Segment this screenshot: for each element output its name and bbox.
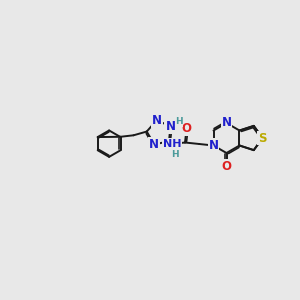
Text: N: N [149, 138, 159, 151]
Text: O: O [182, 122, 191, 136]
Text: H: H [171, 150, 179, 159]
Text: N: N [208, 139, 218, 152]
Text: N: N [165, 120, 176, 133]
Text: H: H [175, 117, 183, 126]
Text: N: N [221, 116, 232, 130]
Text: N: N [152, 114, 162, 127]
Text: S: S [258, 131, 267, 145]
Text: NH: NH [163, 139, 182, 149]
Text: O: O [221, 160, 232, 173]
